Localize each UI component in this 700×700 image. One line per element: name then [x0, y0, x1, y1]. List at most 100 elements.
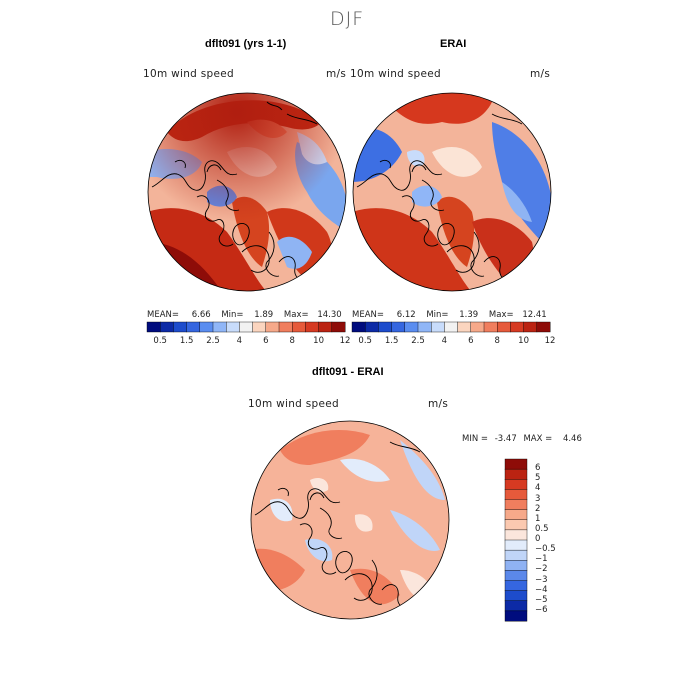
- units-label-diff: m/s: [428, 398, 449, 410]
- colorbar-tick-label: 4: [535, 483, 541, 494]
- polar-map-erai: [352, 92, 552, 292]
- units-label-model: m/s: [326, 68, 347, 80]
- panel-title-erai: ERAI: [440, 38, 467, 50]
- colorbar-swatch: [417, 321, 432, 333]
- max-label: Max=: [283, 310, 309, 320]
- colorbar-tick-label: −2: [535, 564, 548, 575]
- colorbar-tick-label: 0.5: [358, 336, 372, 346]
- colorbar-swatch: [278, 321, 293, 333]
- colorbar-swatch: [378, 321, 392, 333]
- colorbar-swatch: [504, 519, 528, 531]
- colorbar-tick-label: 2.5: [206, 336, 220, 346]
- colorbar-swatch: [504, 560, 528, 571]
- colorbar-tick-label: −3: [535, 574, 548, 585]
- stats-difference: MIN = -3.47 MAX = 4.46: [462, 434, 582, 444]
- min-value: 1.39: [459, 310, 479, 320]
- colorbar-swatch: [444, 321, 459, 333]
- mean-label: MEAN=: [147, 310, 179, 320]
- colorbar-swatch: [318, 321, 333, 333]
- stats-model: MEAN= 6.66 Min= 1.89 Max= 14.30: [147, 310, 342, 320]
- colorbar-swatch: [239, 321, 254, 333]
- colorbar-tick-label: −0.5: [535, 544, 556, 555]
- colorbar-swatch: [536, 321, 551, 333]
- stats-erai: MEAN= 6.12 Min= 1.39 Max= 12.41: [352, 310, 547, 320]
- colorbar-swatch: [212, 321, 227, 333]
- mean-value: 6.12: [396, 310, 416, 320]
- colorbar-labels-difference: 6 5 4 3 2 1 0.5 0 −0.5 −1 −2 −3 −4 −5 −6: [535, 459, 575, 621]
- colorbar-erai: [351, 321, 551, 333]
- colorbar-swatch: [504, 479, 528, 490]
- colorbar-swatch: [430, 321, 445, 333]
- colorbar-swatch: [504, 610, 528, 622]
- mean-label: MEAN=: [352, 310, 384, 320]
- colorbar-tick-label: 4: [236, 336, 243, 346]
- colorbar-swatch: [504, 549, 528, 561]
- colorbar-swatch: [404, 321, 419, 333]
- colorbar-swatch: [331, 321, 346, 333]
- colorbar-swatch: [186, 321, 201, 333]
- colorbar-tick-label: 6: [263, 336, 269, 346]
- mean-value: 6.66: [191, 310, 211, 320]
- colorbar-swatch: [391, 321, 406, 333]
- colorbar-tick-label: −4: [535, 584, 548, 595]
- colorbar-tick-label: 2: [535, 503, 541, 514]
- min-value: -3.47: [494, 434, 517, 444]
- colorbar-tick-label: 10: [313, 336, 324, 346]
- colorbar-difference: [504, 458, 528, 622]
- units-label-erai: m/s: [530, 68, 551, 80]
- variable-label-model: 10m wind speed: [143, 68, 235, 80]
- min-label: Min=: [221, 310, 244, 320]
- colorbar-swatch: [159, 321, 174, 333]
- colorbar-tick-label: 8: [289, 336, 295, 346]
- colorbar-tick-label: 12: [339, 336, 351, 346]
- colorbar-swatch: [504, 539, 528, 551]
- colorbar-tick-label: 6: [535, 463, 541, 474]
- colorbar-tick-label: 0.5: [153, 336, 167, 346]
- colorbar-swatch: [504, 590, 528, 602]
- colorbar-swatch: [351, 321, 366, 333]
- colorbar-tick-label: 3: [535, 493, 541, 504]
- colorbar-swatch: [225, 321, 240, 333]
- colorbar-labels-model: 0.5 1.5 2.5 4 6 8 10 12: [147, 336, 350, 348]
- colorbar-tick-label: 5: [535, 473, 541, 484]
- colorbar-tick-label: −5: [535, 594, 548, 605]
- max-label: MAX =: [523, 434, 553, 444]
- polar-map-model: [147, 92, 347, 292]
- colorbar-swatch: [504, 458, 528, 470]
- colorbar-swatch: [504, 489, 528, 500]
- variable-label-diff: 10m wind speed: [248, 398, 340, 410]
- colorbar-swatch: [457, 321, 472, 333]
- min-label: Min=: [426, 310, 449, 320]
- colorbar-tick-label: 10: [518, 336, 529, 346]
- colorbar-swatch: [504, 529, 528, 541]
- min-value: 1.89: [254, 310, 274, 320]
- colorbar-swatch: [364, 321, 379, 333]
- variable-label-erai: 10m wind speed: [350, 68, 442, 80]
- panel-title-diff: dflt091 - ERAI: [312, 366, 384, 378]
- colorbar-swatch: [496, 321, 511, 333]
- colorbar-swatch: [504, 580, 528, 592]
- colorbar-tick-label: 4: [441, 336, 448, 346]
- colorbar-swatch: [291, 321, 306, 333]
- min-label: MIN =: [462, 434, 489, 444]
- colorbar-swatch: [504, 499, 528, 511]
- colorbar-swatch: [504, 570, 528, 581]
- colorbar-tick-label: 1: [535, 513, 541, 524]
- colorbar-tick-label: 6: [468, 336, 474, 346]
- colorbar-tick-label: 2.5: [411, 336, 425, 346]
- colorbar-swatch: [265, 321, 280, 333]
- colorbar-swatch: [146, 321, 161, 333]
- colorbar-model: [146, 321, 346, 333]
- colorbar-swatch: [510, 321, 524, 333]
- colorbar-swatch: [470, 321, 485, 333]
- panel-title-model: dflt091 (yrs 1-1): [205, 38, 287, 50]
- colorbar-tick-label: −6: [535, 604, 548, 615]
- colorbar-swatch: [504, 600, 528, 612]
- colorbar-labels-erai: 0.5 1.5 2.5 4 6 8 10 12: [352, 336, 555, 348]
- season-title: DJF: [330, 8, 365, 30]
- colorbar-swatch: [504, 468, 528, 480]
- max-value: 4.46: [562, 434, 582, 444]
- colorbar-swatch: [173, 321, 187, 333]
- colorbar-tick-label: 12: [544, 336, 556, 346]
- colorbar-swatch: [483, 321, 498, 333]
